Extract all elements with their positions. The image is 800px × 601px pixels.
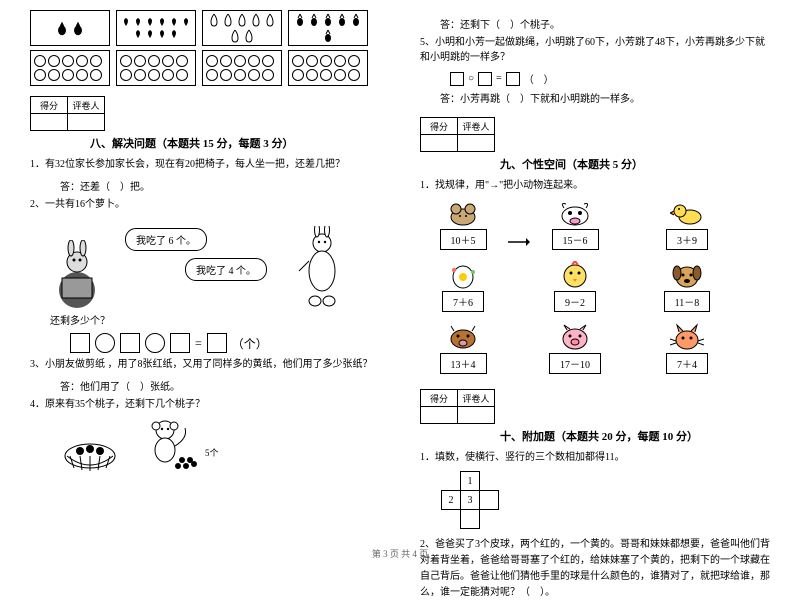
five-label: 5个	[205, 446, 219, 459]
rabbit-right-icon	[295, 226, 350, 308]
a5: 答：小芳再跳（ ）下就和小明跳的一样多。	[440, 92, 770, 107]
cross-puzzle: 1 2 3	[440, 471, 500, 531]
eq-op	[95, 333, 115, 353]
pig-icon	[558, 323, 592, 351]
animal-cell: 9－2	[532, 261, 618, 317]
animal-cell: 10＋5	[420, 199, 506, 255]
animal-cell: 15－6	[532, 199, 618, 255]
q5: 5、小明和小芳一起做跳绳，小明跳了60下，小芳跳了48下，小芳再跳多少下就和小明…	[420, 35, 770, 65]
q3: 3、小朋友做剪纸 ，用了8张红纸，又用了同样多的黄纸，他们用了多少张纸？	[30, 357, 380, 372]
remain-label: 还剩多少个？	[50, 314, 380, 329]
rabbit-scene: 我吃了 6 个。 我吃了 4 个。	[30, 218, 380, 308]
section-8-title: 八、解决问题（本题共 15 分，每题 3 分）	[30, 135, 380, 151]
boar-icon	[446, 323, 480, 351]
mouse-icon	[446, 199, 480, 227]
animal-cell: 11－8	[644, 261, 730, 317]
section-10-title: 十、附加题（本题共 20 分，每题 10 分）	[420, 428, 770, 444]
duck-icon	[670, 199, 704, 227]
section-9-title: 九、个性空间（本题共 5 分）	[420, 156, 770, 172]
eq-box	[207, 333, 227, 353]
circle-box-row	[30, 50, 380, 86]
basket-icon	[60, 426, 120, 471]
animal-cell: 3＋9	[644, 199, 730, 255]
eq-box	[170, 333, 190, 353]
eq-box	[70, 333, 90, 353]
q10-2: 2、爸爸买了3个皮球，两个红的，一个黄的。哥哥和妹妹都想要，爸爸叫他们背对着背坐…	[420, 537, 770, 601]
animal-cell: 7＋4	[644, 323, 730, 379]
circle-box-4	[288, 50, 368, 86]
pear-box	[202, 10, 282, 46]
speech-bubble-1: 我吃了 6 个。	[125, 228, 207, 251]
dog-icon	[670, 261, 704, 289]
chick-icon	[558, 261, 592, 289]
cat-icon	[670, 323, 704, 351]
animal-cell: 7＋6	[420, 261, 506, 317]
speech-bubble-2: 我吃了 4 个。	[185, 258, 267, 281]
q4: 4．原来有35个桃子，还剩下几个桃子？	[30, 397, 380, 412]
animal-cell: 13＋4	[420, 323, 506, 379]
score-table-9: 得分评卷人	[420, 117, 495, 152]
monkey-scene: 5个	[30, 416, 380, 471]
score-table-10: 得分评卷人	[420, 389, 495, 424]
equation-row: = （个）	[70, 333, 380, 353]
circle-box-1	[30, 50, 110, 86]
circle-box-3	[202, 50, 282, 86]
rabbit-left-icon	[50, 240, 105, 310]
cow-icon	[558, 199, 592, 227]
eq-op	[145, 333, 165, 353]
strawberry-box	[116, 10, 196, 46]
q1: 1．有32位家长参加家长会，现在有20把椅子，每人坐一把，还差几把？	[30, 157, 380, 172]
eq-unit: （个）	[232, 335, 268, 352]
q2: 2、一共有16个萝卜。	[30, 197, 380, 212]
radish-box	[288, 10, 368, 46]
monkey-icon	[140, 418, 200, 470]
fruit-box-row	[30, 10, 380, 46]
eq-box	[120, 333, 140, 353]
score-table-8: 得分评卷人	[30, 96, 105, 131]
a4: 答：还剩下（ ）个桃子。	[440, 16, 770, 31]
q9-1: 1．找规律，用"→"把小动物连起来。	[420, 178, 770, 193]
pineapple-box	[30, 10, 110, 46]
animal-cell: 17－10	[532, 323, 618, 379]
a3: 答：他们用了（ ）张纸。	[60, 378, 380, 393]
chain-grid: 10＋5 15－6 3＋9 7＋6 9－2 11－8	[420, 199, 770, 379]
a1: 答：还差（ ）把。	[60, 178, 380, 193]
eq-line-5: ○=（ ）	[450, 71, 770, 86]
egg-icon	[446, 261, 480, 289]
q10-1: 1．填数，使横行、竖行的三个数相加都得11。	[420, 450, 770, 465]
circle-box-2	[116, 50, 196, 86]
